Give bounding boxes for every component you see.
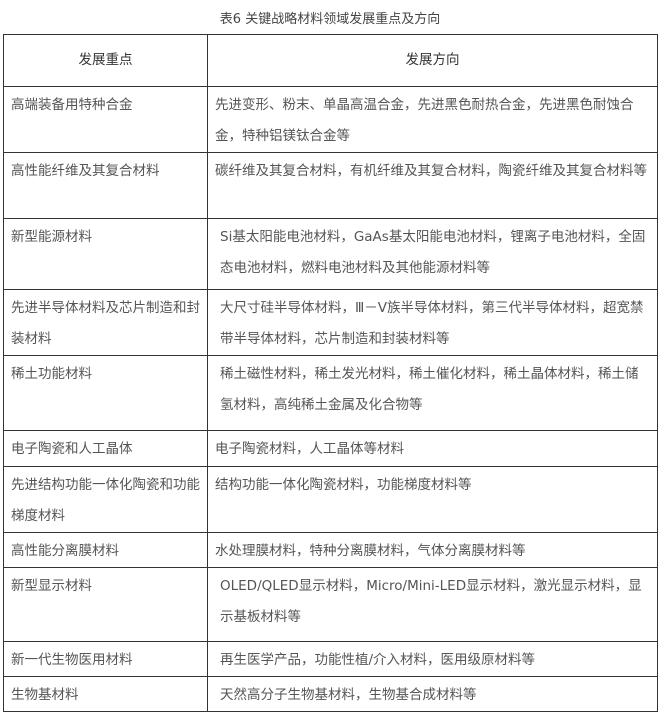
table-row: 高端装备用特种合金 先进变形、粉末、单晶高温合金，先进黑色耐热合金，先进黑色耐蚀合…: [3, 86, 658, 153]
direction-cell: 结构功能一体化陶瓷材料，功能梯度材料等: [207, 466, 658, 533]
materials-table: 发展重点 发展方向 高端装备用特种合金 先进变形、粉末、单晶高温合金，先进黑色耐热…: [3, 34, 658, 712]
focus-cell: 新一代生物医用材料: [3, 641, 208, 677]
table-row: 先进结构功能一体化陶瓷和功能梯度材料 结构功能一体化陶瓷材料，功能梯度材料等: [3, 466, 658, 533]
header-direction: 发展方向: [207, 34, 658, 87]
focus-cell: 新型显示材料: [3, 567, 208, 642]
focus-cell: 新型能源材料: [3, 218, 208, 290]
direction-cell: 再生医学产品，功能性植/介入材料，医用级原材料等: [207, 641, 658, 677]
direction-cell: Si基太阳能电池材料，GaAs基太阳能电池材料，锂离子电池材料，全固态电池材料，…: [207, 218, 658, 290]
table-row: 生物基材料 天然高分子生物基材料，生物基合成材料等: [3, 676, 658, 712]
direction-cell: OLED/QLED显示材料，Micro/Mini-LED显示材料，激光显示材料，…: [207, 567, 658, 642]
table-row: 高性能纤维及其复合材料 碳纤维及其复合材料，有机纤维及其复合材料，陶瓷纤维及其复合…: [3, 152, 658, 219]
table-row: 高性能分离膜材料 水处理膜材料，特种分离膜材料，气体分离膜材料等: [3, 532, 658, 568]
table-row: 新型显示材料 OLED/QLED显示材料，Micro/Mini-LED显示材料，激…: [3, 567, 658, 642]
table-caption: 表6 关键战略材料领域发展重点及方向: [219, 12, 441, 27]
focus-cell: 高性能分离膜材料: [3, 532, 208, 568]
table-row: 稀土功能材料 稀土磁性材料，稀土发光材料，稀土催化材料，稀土晶体材料，稀土储氢材料…: [3, 355, 658, 431]
focus-cell: 高端装备用特种合金: [3, 86, 208, 153]
focus-cell: 先进结构功能一体化陶瓷和功能梯度材料: [3, 466, 208, 533]
direction-cell: 水处理膜材料，特种分离膜材料，气体分离膜材料等: [207, 532, 658, 568]
table-row: 先进半导体材料及芯片制造和封装材料 大尺寸硅半导体材料，Ⅲ－Ⅴ族半导体材料，第三代…: [3, 289, 658, 356]
direction-cell: 天然高分子生物基材料，生物基合成材料等: [207, 676, 658, 712]
direction-cell: 电子陶瓷材料，人工晶体等材料: [207, 430, 658, 467]
direction-cell: 碳纤维及其复合材料，有机纤维及其复合材料，陶瓷纤维及其复合材料等: [207, 152, 658, 219]
focus-cell: 稀土功能材料: [3, 355, 208, 431]
focus-cell: 生物基材料: [3, 676, 208, 712]
header-focus: 发展重点: [3, 34, 208, 87]
direction-cell: 先进变形、粉末、单晶高温合金，先进黑色耐热合金，先进黑色耐蚀合金，特种铝镁钛合金…: [207, 86, 658, 153]
direction-cell: 稀土磁性材料，稀土发光材料，稀土催化材料，稀土晶体材料，稀土储氢材料，高纯稀土金…: [207, 355, 658, 431]
table-row: 新一代生物医用材料 再生医学产品，功能性植/介入材料，医用级原材料等: [3, 641, 658, 677]
table-row: 新型能源材料 Si基太阳能电池材料，GaAs基太阳能电池材料，锂离子电池材料，全固…: [3, 218, 658, 290]
table-row: 电子陶瓷和人工晶体 电子陶瓷材料，人工晶体等材料: [3, 430, 658, 467]
focus-cell: 高性能纤维及其复合材料: [3, 152, 208, 219]
table-header-row: 发展重点 发展方向: [3, 34, 658, 87]
focus-cell: 电子陶瓷和人工晶体: [3, 430, 208, 467]
direction-cell: 大尺寸硅半导体材料，Ⅲ－Ⅴ族半导体材料，第三代半导体材料，超宽禁带半导体材料，芯…: [207, 289, 658, 356]
focus-cell: 先进半导体材料及芯片制造和封装材料: [3, 289, 208, 356]
